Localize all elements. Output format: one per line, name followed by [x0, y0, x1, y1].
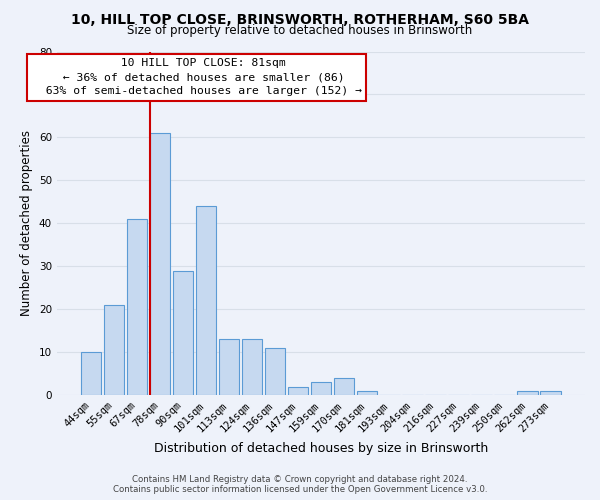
Text: Contains HM Land Registry data © Crown copyright and database right 2024.
Contai: Contains HM Land Registry data © Crown c…	[113, 474, 487, 494]
X-axis label: Distribution of detached houses by size in Brinsworth: Distribution of detached houses by size …	[154, 442, 488, 455]
Bar	[541, 391, 561, 395]
Bar	[127, 219, 148, 395]
Bar	[173, 270, 193, 395]
Bar	[196, 206, 217, 395]
Bar	[104, 305, 124, 395]
Bar	[517, 391, 538, 395]
Bar	[265, 348, 285, 395]
Text: 10, HILL TOP CLOSE, BRINSWORTH, ROTHERHAM, S60 5BA: 10, HILL TOP CLOSE, BRINSWORTH, ROTHERHA…	[71, 12, 529, 26]
Bar	[242, 340, 262, 395]
Bar	[150, 133, 170, 395]
Bar	[287, 386, 308, 395]
Text: 10 HILL TOP CLOSE: 81sqm
  ← 36% of detached houses are smaller (86)
  63% of se: 10 HILL TOP CLOSE: 81sqm ← 36% of detach…	[32, 58, 362, 96]
Bar	[334, 378, 354, 395]
Bar	[356, 391, 377, 395]
Bar	[218, 340, 239, 395]
Bar	[81, 352, 101, 395]
Bar	[311, 382, 331, 395]
Y-axis label: Number of detached properties: Number of detached properties	[20, 130, 33, 316]
Text: Size of property relative to detached houses in Brinsworth: Size of property relative to detached ho…	[127, 24, 473, 37]
